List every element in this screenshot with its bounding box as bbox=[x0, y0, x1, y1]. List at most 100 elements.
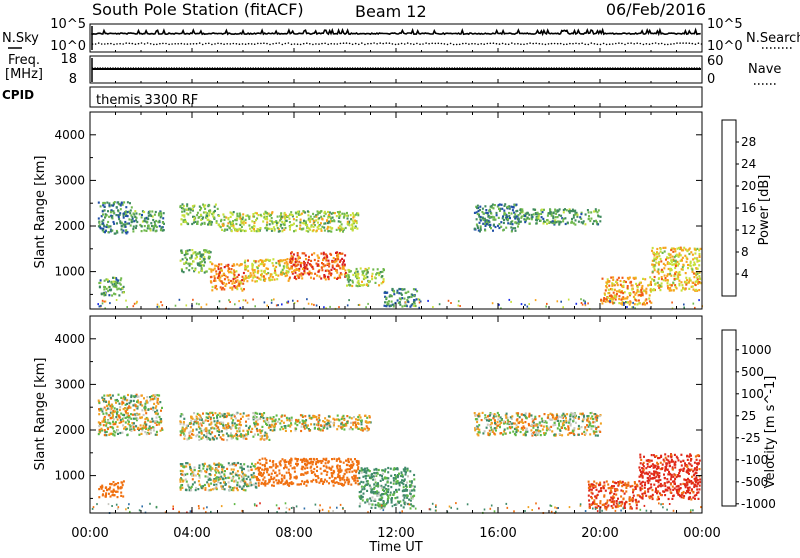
noise-search-point bbox=[404, 43, 406, 45]
echo-cell bbox=[672, 282, 674, 284]
noise-search-point bbox=[300, 44, 302, 46]
echo-cell bbox=[99, 286, 101, 288]
echo-cell bbox=[235, 480, 237, 482]
noise-search-point bbox=[640, 43, 642, 45]
echo-cell bbox=[198, 467, 200, 469]
echo-cell bbox=[266, 424, 268, 426]
echo-cell bbox=[344, 481, 346, 483]
echo-cell bbox=[661, 282, 663, 284]
echo-cell bbox=[503, 210, 505, 212]
echo-cell bbox=[474, 228, 476, 230]
echo-cell bbox=[234, 422, 236, 424]
echo-cell bbox=[655, 253, 657, 255]
echo-cell bbox=[276, 474, 278, 476]
echo-cell bbox=[658, 277, 660, 279]
echo-cell bbox=[393, 304, 395, 306]
echo-cell bbox=[309, 271, 311, 273]
echo-cell bbox=[115, 402, 117, 404]
echo-cell bbox=[203, 249, 205, 251]
echo-cell bbox=[122, 495, 124, 497]
echo-cell bbox=[189, 211, 191, 213]
echo-cell bbox=[111, 209, 113, 211]
echo-cell bbox=[310, 466, 312, 468]
echo-cell bbox=[132, 228, 134, 230]
echo-cell bbox=[693, 289, 695, 291]
echo-cell bbox=[160, 301, 162, 303]
freq-label-line2: [MHz] bbox=[5, 67, 43, 82]
echo-cell bbox=[304, 467, 306, 469]
nave-point bbox=[671, 67, 672, 68]
noise-search-point bbox=[297, 43, 299, 45]
echo-cell bbox=[105, 401, 107, 403]
echo-cell bbox=[510, 301, 512, 303]
echo-cell bbox=[130, 413, 132, 415]
echo-cell bbox=[124, 407, 126, 409]
echo-cell bbox=[391, 288, 393, 290]
echo-cell bbox=[261, 483, 263, 485]
echo-cell bbox=[240, 418, 242, 420]
echo-cell bbox=[352, 212, 354, 214]
echo-cell bbox=[221, 468, 223, 470]
echo-cell bbox=[357, 480, 359, 482]
noise-search-point bbox=[202, 44, 204, 46]
echo-cell bbox=[371, 278, 373, 280]
echo-cell bbox=[546, 223, 548, 225]
echo-cell bbox=[136, 221, 138, 223]
echo-cell bbox=[625, 301, 627, 303]
echo-cell bbox=[611, 295, 613, 297]
echo-cell bbox=[492, 302, 494, 304]
echo-cell bbox=[225, 424, 227, 426]
echo-cell bbox=[158, 422, 160, 424]
echo-cell bbox=[247, 431, 249, 433]
echo-cell bbox=[372, 273, 374, 275]
echo-cell bbox=[489, 209, 491, 211]
echo-cell bbox=[121, 202, 123, 204]
noise-search-point bbox=[226, 43, 228, 45]
echo-cell bbox=[331, 261, 333, 263]
echo-cell bbox=[399, 301, 401, 303]
nave-point bbox=[324, 67, 325, 68]
echo-cell bbox=[213, 417, 215, 419]
echo-cell bbox=[329, 468, 331, 470]
echo-cell bbox=[185, 489, 187, 491]
echo-cell bbox=[111, 230, 113, 232]
echo-cell bbox=[190, 437, 192, 439]
noise-search-point bbox=[242, 43, 244, 45]
echo-cell bbox=[213, 275, 215, 277]
echo-cell bbox=[245, 425, 247, 427]
nave-point bbox=[230, 67, 231, 68]
echo-cell bbox=[568, 299, 570, 301]
echo-cell bbox=[208, 416, 210, 418]
echo-cell bbox=[210, 271, 212, 273]
echo-cell bbox=[211, 289, 213, 291]
echo-cell bbox=[291, 265, 293, 267]
echo-cell bbox=[346, 477, 348, 479]
echo-cell bbox=[311, 480, 313, 482]
echo-cell bbox=[97, 303, 99, 305]
echo-cell bbox=[307, 214, 309, 216]
echo-cell bbox=[432, 306, 434, 308]
echo-cell bbox=[524, 215, 526, 217]
echo-cell bbox=[221, 275, 223, 277]
echo-cell bbox=[241, 467, 243, 469]
nave-point bbox=[301, 67, 302, 68]
echo-cell bbox=[183, 262, 185, 264]
echo-cell bbox=[685, 281, 687, 283]
echo-cell bbox=[223, 439, 225, 441]
echo-cell bbox=[236, 286, 238, 288]
echo-cell bbox=[276, 222, 278, 224]
noise-search-point bbox=[171, 43, 173, 45]
echo-cell bbox=[215, 204, 217, 206]
echo-cell bbox=[221, 430, 223, 432]
echo-cell bbox=[588, 218, 590, 220]
echo-cell bbox=[308, 415, 310, 417]
echo-cell bbox=[133, 400, 135, 402]
echo-cell bbox=[407, 291, 409, 293]
echo-cell bbox=[367, 303, 369, 305]
echo-cell bbox=[204, 258, 206, 260]
echo-cell bbox=[360, 284, 362, 286]
noise-search-point bbox=[223, 43, 225, 45]
echo-cell bbox=[212, 468, 214, 470]
echo-cell bbox=[212, 286, 214, 288]
nave-point bbox=[219, 67, 220, 68]
